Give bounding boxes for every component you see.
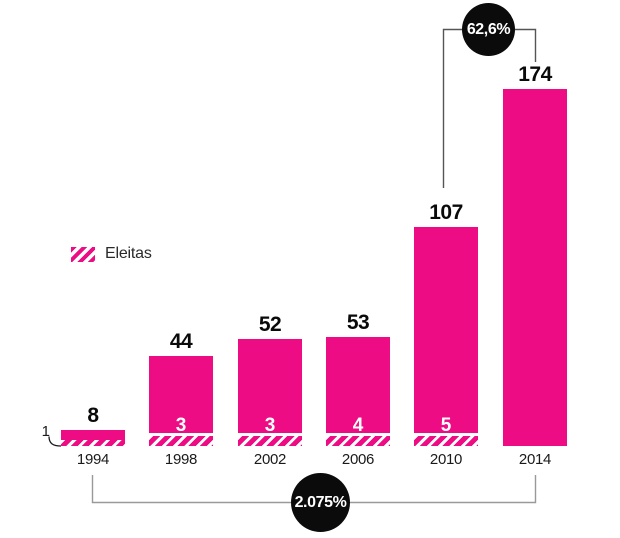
bar-1994-eleitas-strip — [61, 440, 125, 446]
axis-label-2002: 2002 — [253, 451, 287, 468]
bar-1998 — [149, 356, 213, 433]
growth-badge-bottom: 2.075% — [291, 473, 350, 532]
bar-value-label-2010: 107 — [429, 201, 463, 224]
eleitas-hatch-swatch-icon — [71, 246, 95, 262]
bar-2002 — [238, 339, 302, 433]
eleitas-count-1994: 1 — [41, 423, 50, 440]
eleitas-count-2002: 3 — [264, 415, 276, 436]
legend: Eleitas — [71, 245, 152, 263]
axis-label-2010: 2010 — [429, 451, 463, 468]
bar-2014 — [503, 89, 567, 446]
top-connector-left — [442, 28, 480, 188]
bar-2006 — [326, 337, 390, 433]
growth-badge-bottom-label: 2.075% — [294, 493, 347, 511]
bar-value-label-2014: 174 — [518, 63, 552, 86]
bar-value-label-2002: 52 — [258, 313, 282, 336]
bar-1994 — [61, 430, 125, 440]
bar-value-label-2006: 53 — [346, 311, 370, 334]
bar-2010 — [414, 227, 478, 433]
bar-1998-eleitas-strip — [149, 436, 213, 446]
axis-label-1998: 1998 — [164, 451, 198, 468]
bar-value-label-1994: 8 — [87, 404, 99, 427]
eleitas-count-2006: 4 — [352, 415, 364, 436]
bar-2010-eleitas-strip — [414, 436, 478, 446]
bar-value-label-1998: 44 — [169, 330, 193, 353]
growth-badge-top-label: 62,6% — [466, 20, 511, 38]
legend-label: Eleitas — [105, 245, 152, 262]
bar-2002-eleitas-strip — [238, 436, 302, 446]
eleitas-count-2010: 5 — [440, 415, 452, 436]
axis-label-2014: 2014 — [518, 451, 552, 468]
axis-label-1994: 1994 — [76, 451, 110, 468]
axis-label-2006: 2006 — [341, 451, 375, 468]
growth-badge-top: 62,6% — [462, 3, 515, 56]
eleitas-count-1998: 3 — [175, 415, 187, 436]
bar-2006-eleitas-strip — [326, 436, 390, 446]
eleitas-1994-pointer-line — [48, 436, 62, 447]
